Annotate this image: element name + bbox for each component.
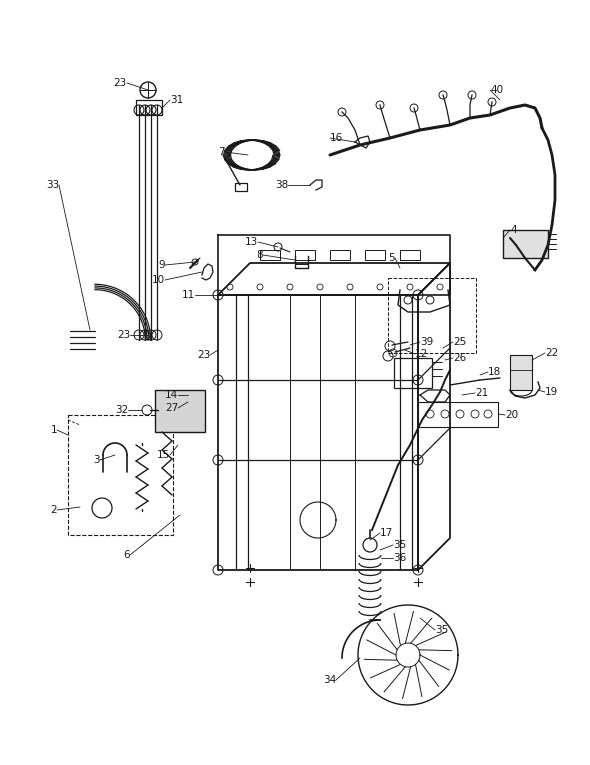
- Text: 33: 33: [46, 180, 59, 190]
- Text: 1: 1: [50, 425, 57, 435]
- Bar: [68, 415, 173, 535]
- Bar: [260, 250, 280, 260]
- Bar: [330, 250, 350, 260]
- Text: 32: 32: [114, 405, 128, 415]
- Bar: [400, 250, 420, 260]
- Text: 34: 34: [323, 675, 336, 685]
- Text: 21: 21: [475, 388, 489, 398]
- Bar: [388, 278, 476, 353]
- Bar: [418, 402, 498, 427]
- Text: 17: 17: [380, 528, 394, 538]
- Text: 27: 27: [165, 403, 178, 413]
- Text: 13: 13: [245, 237, 258, 247]
- Text: 40: 40: [490, 85, 503, 95]
- Text: 39: 39: [420, 337, 433, 347]
- Bar: [235, 183, 247, 191]
- Text: 35: 35: [435, 625, 448, 635]
- Bar: [295, 250, 315, 260]
- Text: 19: 19: [545, 387, 558, 397]
- Text: 7: 7: [218, 147, 225, 157]
- Text: 9: 9: [158, 260, 165, 270]
- Text: 14: 14: [165, 390, 178, 400]
- Text: 6: 6: [123, 550, 130, 560]
- Text: 23: 23: [117, 330, 130, 340]
- Text: 12: 12: [415, 349, 428, 359]
- Bar: [394, 358, 432, 388]
- Text: 5: 5: [388, 253, 395, 263]
- Text: 23: 23: [196, 350, 210, 360]
- Text: 15: 15: [157, 450, 170, 460]
- Text: 36: 36: [393, 553, 407, 563]
- Text: 18: 18: [488, 367, 501, 377]
- Text: 11: 11: [182, 290, 195, 300]
- Text: 4: 4: [510, 225, 517, 235]
- Bar: [365, 250, 385, 260]
- Bar: [155, 390, 205, 432]
- Text: 20: 20: [505, 410, 518, 420]
- Text: 35: 35: [393, 540, 407, 550]
- Bar: [136, 100, 162, 115]
- Text: 22: 22: [545, 348, 558, 358]
- Text: 10: 10: [152, 275, 165, 285]
- Text: 2: 2: [50, 505, 57, 515]
- Text: 31: 31: [170, 95, 183, 105]
- Bar: [503, 230, 548, 258]
- Text: 23: 23: [114, 78, 127, 88]
- Text: 3: 3: [93, 455, 100, 465]
- Text: 38: 38: [275, 180, 288, 190]
- Text: 16: 16: [330, 133, 343, 143]
- Bar: [510, 355, 532, 390]
- Text: 26: 26: [453, 353, 466, 363]
- Text: 8: 8: [257, 250, 263, 260]
- Text: 25: 25: [453, 337, 466, 347]
